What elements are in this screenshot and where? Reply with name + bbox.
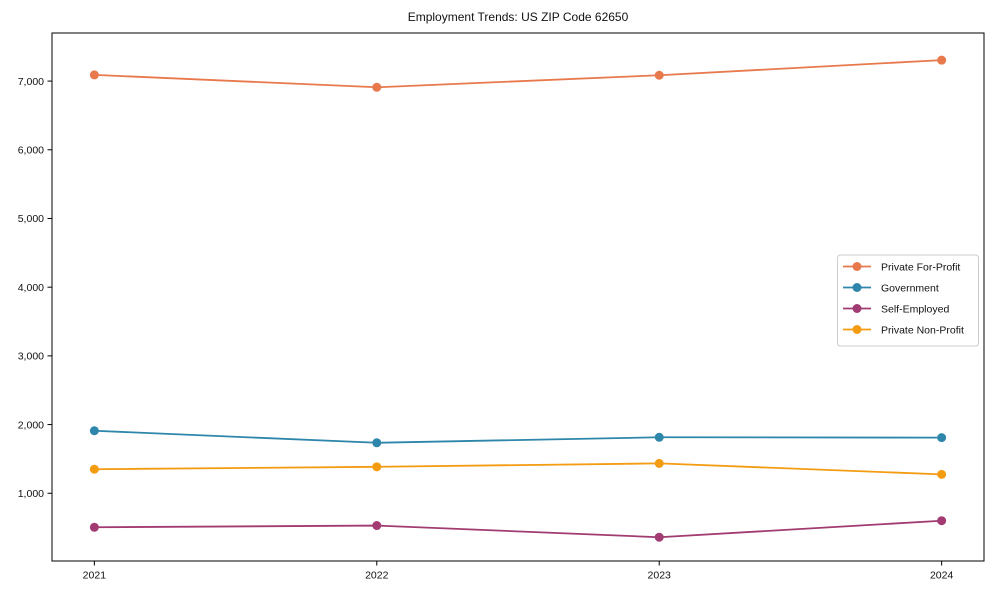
legend-label: Private For-Profit xyxy=(881,261,960,273)
legend-item: Private Non-Profit xyxy=(843,324,964,336)
data-point xyxy=(89,426,99,436)
series-line-private-non-profit xyxy=(94,462,942,476)
x-tick-label: 2021 xyxy=(83,570,107,582)
y-tick-label: 4,000 xyxy=(18,282,44,294)
y-tick-label: 6,000 xyxy=(18,144,44,156)
data-point xyxy=(937,433,947,443)
legend-box xyxy=(837,254,979,347)
y-tick-label: 7,000 xyxy=(18,76,44,88)
data-point xyxy=(372,82,382,92)
data-point xyxy=(654,70,664,80)
data-point xyxy=(372,438,382,448)
legend-marker xyxy=(852,304,862,313)
legend-marker xyxy=(852,325,862,334)
data-point xyxy=(89,70,99,80)
legend: Private For-Profit Government Self-Employe… xyxy=(837,254,979,347)
x-tick-label: 2024 xyxy=(930,570,954,582)
plot-area-border xyxy=(51,32,985,562)
legend-label: Private Non-Profit xyxy=(881,324,964,336)
legend-item: Private For-Profit xyxy=(843,261,960,273)
data-point xyxy=(654,432,664,442)
y-tick-label: 2,000 xyxy=(18,419,44,431)
data-point xyxy=(654,532,664,542)
y-tick-label: 3,000 xyxy=(18,351,44,363)
series-group xyxy=(89,55,947,542)
x-tick-label: 2022 xyxy=(365,570,389,582)
legend-marker xyxy=(852,283,862,292)
legend-label: Self-Employed xyxy=(881,303,949,315)
legend-marker xyxy=(852,262,862,271)
series-line-self-employed xyxy=(94,519,942,539)
data-point xyxy=(654,458,664,468)
data-point xyxy=(372,462,382,472)
data-point xyxy=(937,516,947,526)
legend-item: Self-Employed xyxy=(843,303,949,315)
data-point xyxy=(89,464,99,474)
data-point xyxy=(937,55,947,65)
data-point xyxy=(937,469,947,479)
x-tick-label: 2023 xyxy=(648,570,672,582)
legend-item: Government xyxy=(843,282,939,294)
y-tick-label: 5,000 xyxy=(18,213,44,225)
data-point xyxy=(89,522,99,532)
y-tick-label: 1,000 xyxy=(18,488,44,500)
data-point xyxy=(372,521,382,531)
legend-label: Government xyxy=(881,282,939,294)
y-axis: 1,000 2,000 3,000 4,000 5,000 6,000 7,000 xyxy=(18,76,52,500)
series-line-government xyxy=(94,429,942,444)
series-line-private-for-profit xyxy=(94,59,942,89)
x-axis: 2021 2022 2023 2024 xyxy=(83,561,954,582)
chart-title: Employment Trends: US ZIP Code 62650 xyxy=(408,10,629,24)
